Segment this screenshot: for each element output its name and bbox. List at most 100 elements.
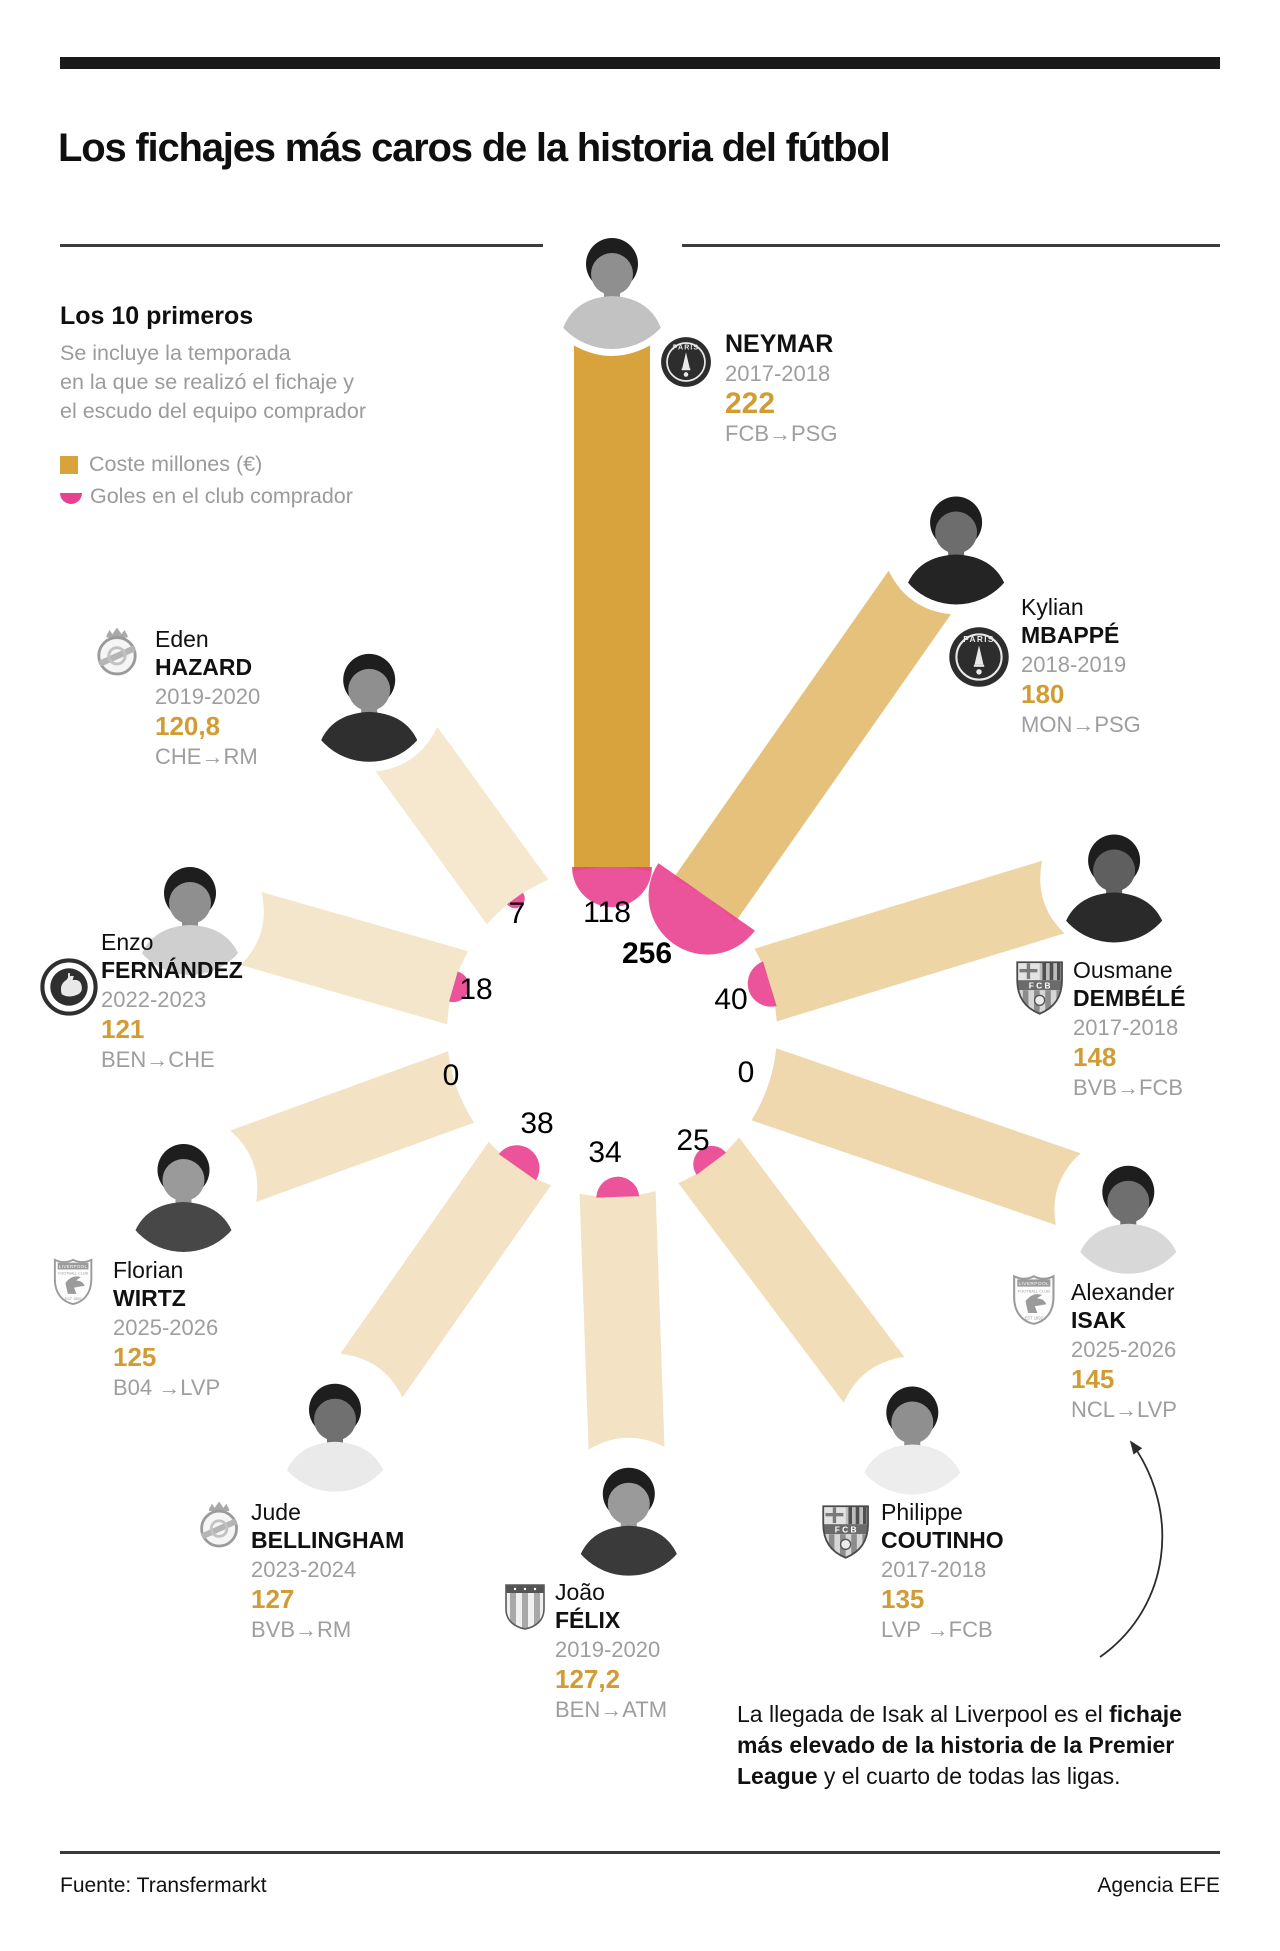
player-price: 121	[101, 1014, 145, 1044]
cost-bar	[574, 345, 650, 872]
gold-square-icon	[60, 455, 78, 474]
player-last-name: FÉLIX	[555, 1607, 621, 1633]
svg-text:FOOTBALL CLUB: FOOTBALL CLUB	[1018, 1288, 1050, 1293]
player-label: Jude BELLINGHAM 2023-2024 127 BVB→RM	[251, 1498, 404, 1644]
player-transfer: BEN→CHE	[101, 1047, 215, 1072]
header-rule-right	[682, 244, 1220, 247]
cost-bar	[340, 1141, 551, 1398]
legend-cost-label: Coste millones (€)	[89, 452, 263, 476]
player-price: 127	[251, 1584, 295, 1614]
player-label: Philippe COUTINHO 2017-2018 135 LVP →FCB	[881, 1498, 1004, 1644]
liverpool-crest-icon: LIVERPOOL FOOTBALL CLUB EST 1892	[53, 1258, 93, 1305]
player-transfer: CHE→RM	[155, 744, 258, 769]
intro-line: en la que se realizó el fichaje y	[60, 370, 355, 394]
cost-bar	[240, 892, 469, 1025]
player-transfer: NCL→LVP	[1071, 1397, 1177, 1422]
psg-crest-icon: PARIS	[661, 337, 711, 387]
club-crest: LIVERPOOL FOOTBALL CLUB EST 1892	[1010, 1270, 1058, 1331]
svg-text:LIVERPOOL: LIVERPOOL	[59, 1264, 88, 1269]
goals-value: 0	[738, 1056, 755, 1089]
footer-rule	[60, 1851, 1220, 1854]
goals-semicircle	[596, 1176, 640, 1198]
player-photo	[558, 238, 666, 349]
player-season: 2022-2023	[101, 987, 207, 1012]
player-transfer: MON→PSG	[1021, 712, 1141, 737]
club-crest	[503, 1582, 547, 1637]
svg-text:PARIS: PARIS	[673, 345, 699, 352]
fcb-crest-icon: F C B	[1016, 961, 1063, 1015]
note-segment: y el cuarto de todas las ligas.	[817, 1763, 1121, 1789]
player-price: 180	[1021, 679, 1065, 709]
goals-semicircle	[449, 971, 469, 1003]
cost-bar	[375, 726, 549, 925]
player-transfer: BVB→FCB	[1073, 1075, 1184, 1100]
svg-text:F C B: F C B	[835, 1525, 857, 1535]
svg-text:F C B: F C B	[1029, 981, 1051, 991]
fcb-crest-icon: F C B	[822, 1505, 869, 1559]
svg-text:EST 1892: EST 1892	[65, 1297, 82, 1301]
player-first-name: João	[555, 1579, 605, 1605]
player-last-name: DEMBÉLÉ	[1073, 985, 1186, 1011]
player-photo	[315, 653, 424, 762]
goals-value: 256	[622, 937, 672, 970]
player-price: 222	[725, 387, 776, 420]
club-crest: LIVERPOOL FOOTBALL CLUB EST 1892	[51, 1254, 95, 1311]
real-madrid-crest-icon	[200, 1501, 238, 1548]
club-crest	[197, 1500, 241, 1553]
player-season: 2017-2018	[725, 361, 831, 386]
note-text: La llegada de Isak al Liverpool es el fi…	[737, 1699, 1229, 1792]
goals-value: 40	[714, 983, 747, 1016]
goals-semicircle	[693, 1145, 726, 1175]
club-crest: PARIS	[660, 336, 712, 393]
page-title: Los fichajes más caros de la historia de…	[58, 126, 891, 170]
player-price: 127,2	[555, 1664, 621, 1694]
player-label: João FÉLIX 2019-2020 127,2 BEN→ATM	[555, 1578, 667, 1724]
player-price: 125	[113, 1342, 157, 1372]
goals-semicircle	[572, 867, 652, 907]
player-label: Alexander ISAK 2025-2026 145 NCL→LVP	[1071, 1278, 1177, 1424]
goals-value: 34	[588, 1136, 621, 1169]
player-first-name: Enzo	[101, 929, 154, 955]
player-last-name: BELLINGHAM	[251, 1527, 405, 1553]
player-transfer: BVB→RM	[251, 1617, 352, 1642]
goals-semicircle	[747, 961, 777, 1007]
player-last-name: WIRTZ	[113, 1285, 186, 1311]
goals-semicircle	[648, 863, 755, 955]
player-first-name: Kylian	[1021, 594, 1084, 620]
goals-value: 0	[443, 1059, 460, 1092]
player-first-name: Eden	[155, 626, 209, 652]
note-bold-segment: fichaje más elevado de la historia de la…	[737, 1701, 1182, 1789]
player-season: 2017-2018	[1073, 1015, 1179, 1040]
legend-goals-row: Goles en el club comprador	[60, 484, 353, 509]
psg-crest-icon: PARIS	[949, 627, 1009, 687]
player-season: 2019-2020	[155, 684, 261, 709]
club-crest: F C B	[1015, 960, 1064, 1021]
player-photo	[129, 1144, 238, 1252]
atletico-crest-icon	[505, 1584, 545, 1630]
player-price: 145	[1071, 1364, 1115, 1394]
top-black-bar	[60, 57, 1220, 69]
player-first-name: Alexander	[1071, 1279, 1175, 1305]
goals-value: 38	[520, 1107, 553, 1140]
cost-bar	[678, 1137, 905, 1403]
cost-bar	[751, 1048, 1081, 1225]
chelsea-crest-icon	[40, 958, 98, 1016]
club-crest	[94, 626, 140, 681]
real-madrid-crest-icon	[97, 627, 137, 676]
chart-legend: Coste millones (€) Goles en el club comp…	[60, 452, 353, 516]
liverpool-crest-icon: LIVERPOOL FOOTBALL CLUB EST 1892	[1013, 1274, 1055, 1325]
cost-bar	[754, 860, 1065, 1022]
header-rule-left	[60, 244, 543, 247]
player-price: 135	[881, 1584, 925, 1614]
player-label: Kylian MBAPPÉ 2018-2019 180 MON→PSG	[1021, 593, 1141, 739]
player-transfer: BEN→ATM	[555, 1697, 668, 1722]
player-price: 148	[1073, 1042, 1117, 1072]
player-transfer: LVP →FCB	[881, 1617, 993, 1642]
player-photo	[1074, 1165, 1183, 1274]
player-photo	[858, 1386, 967, 1495]
player-price: 120,8	[155, 711, 221, 741]
footer-credit: Agencia EFE	[1097, 1874, 1220, 1897]
intro-line: el escudo del equipo comprador	[60, 399, 366, 423]
